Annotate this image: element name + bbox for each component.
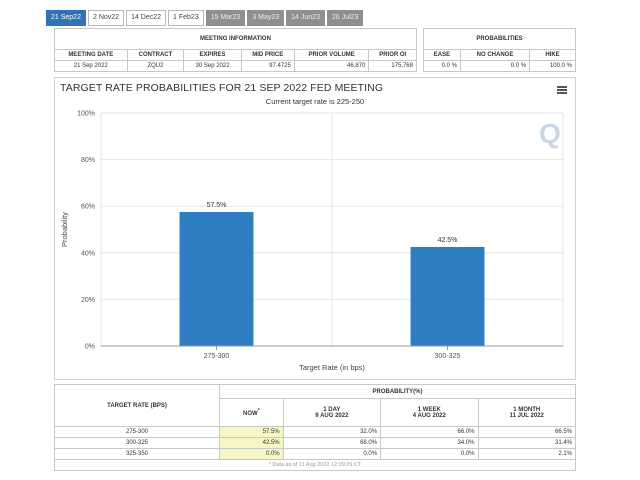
tab-5[interactable]: 3 May23 bbox=[247, 10, 285, 26]
probability-cell: 42.5% bbox=[219, 437, 284, 449]
y-tick-label: 0% bbox=[85, 344, 95, 351]
tab-0[interactable]: 21 Sep22 bbox=[46, 10, 86, 26]
prior-oi-value: 175,768 bbox=[368, 60, 417, 72]
data-label: 42.5% bbox=[438, 237, 458, 244]
bar-300-325 bbox=[410, 246, 485, 346]
table-row: 325-350 0.0% 0.0% 0.0% 2.1% bbox=[53, 448, 577, 460]
period-line1: NOW* bbox=[243, 408, 260, 417]
probability-cell: 0.0% bbox=[219, 448, 284, 460]
target-rate-header: TARGET RATE (BPS) bbox=[53, 384, 221, 427]
y-axis-label: Probability bbox=[60, 212, 69, 247]
x-tick-label: 300-325 bbox=[435, 353, 461, 360]
period-line2: 11 JUL 2022 bbox=[509, 412, 544, 419]
period-header-0: NOW* bbox=[219, 398, 284, 427]
col-contract: CONTRACT bbox=[126, 49, 185, 61]
probability-table: TARGET RATE (BPS) PROBABILITY(%) NOW* 1 D… bbox=[53, 384, 577, 471]
chart-title: TARGET RATE PROBABILITIES FOR 21 SEP 202… bbox=[60, 82, 384, 94]
meeting-info-table: MEETING INFORMATION MEETING DATE CONTRAC… bbox=[54, 28, 417, 72]
col-prior-volume: PRIOR VOLUME bbox=[293, 49, 370, 61]
bar-275-300 bbox=[179, 212, 254, 346]
y-tick-label: 20% bbox=[81, 297, 95, 304]
probability-cell: 34.0% bbox=[380, 437, 479, 449]
svg-text:Q: Q bbox=[539, 118, 561, 149]
probabilities-header: PROBABILITIES bbox=[423, 28, 576, 50]
period-line1: 1 DAY bbox=[323, 406, 341, 413]
period-line2: 4 AUG 2022 bbox=[412, 412, 446, 419]
probability-cell: 66.5% bbox=[477, 426, 577, 438]
contract-value: ZQU2 bbox=[126, 60, 185, 72]
col-prior-oi: PRIOR OI bbox=[368, 49, 417, 61]
period-line2: 9 AUG 2022 bbox=[315, 412, 349, 419]
q-logo-icon: Q bbox=[539, 118, 561, 149]
col-hike: HIKE bbox=[529, 49, 576, 61]
tab-3[interactable]: 1 Feb23 bbox=[168, 10, 204, 26]
data-footnote: * Data as of 11 Aug 2022 12:09:29 CT bbox=[54, 459, 576, 471]
hamburger-menu-icon[interactable] bbox=[557, 86, 567, 94]
probability-cell: 32.0% bbox=[282, 426, 382, 438]
x-tick-label: 275-300 bbox=[204, 353, 230, 360]
col-meeting-date: MEETING DATE bbox=[54, 49, 128, 61]
ease-value: 0.0 % bbox=[423, 60, 461, 72]
probability-cell: 31.4% bbox=[477, 437, 577, 449]
target-rate-cell: 325-350 bbox=[53, 448, 221, 460]
period-header-3: 1 MONTH 11 JUL 2022 bbox=[477, 398, 577, 427]
meeting-info-header: MEETING INFORMATION bbox=[54, 28, 417, 50]
probability-cell: 68.0% bbox=[282, 437, 382, 449]
period-header-2: 1 WEEK 4 AUG 2022 bbox=[380, 398, 479, 427]
probability-cell: 0.0% bbox=[380, 448, 479, 460]
chart-subtitle: Current target rate is 225-250 bbox=[265, 97, 365, 106]
meeting-date-value: 21 Sep 2022 bbox=[54, 60, 128, 72]
probability-header: PROBABILITY(%) bbox=[219, 384, 576, 399]
col-mid-price: MID PRICE bbox=[240, 49, 295, 61]
period-line1: 1 WEEK bbox=[417, 406, 441, 413]
period-line1: 1 MONTH bbox=[513, 406, 541, 413]
probability-table-panel: TARGET RATE (BPS) PROBABILITY(%) NOW* 1 D… bbox=[53, 384, 577, 478]
tab-4[interactable]: 15 Mar23 bbox=[205, 10, 246, 26]
y-tick-label: 80% bbox=[81, 157, 95, 164]
probabilities-table: PROBABILITIES EASE NO CHANGE HIKE 0.0 % … bbox=[423, 28, 576, 72]
probability-cell: 66.0% bbox=[380, 426, 479, 438]
table-row: 275-300 57.5% 32.0% 66.0% 66.5% bbox=[53, 426, 577, 438]
tab-2[interactable]: 14 Dec22 bbox=[126, 10, 167, 26]
period-mark: * bbox=[257, 408, 260, 414]
tab-7[interactable]: 26 Jul23 bbox=[326, 10, 364, 26]
bar-chart: 0% 20% 40% 60% 80% 100% 57.5% 275-300 42.5% 300-3… bbox=[60, 111, 564, 372]
col-no-change: NO CHANGE bbox=[459, 49, 531, 61]
table-row: 300-325 42.5% 68.0% 34.0% 31.4% bbox=[53, 437, 577, 449]
probability-cell: 0.0% bbox=[282, 448, 382, 460]
col-expires: EXPIRES bbox=[183, 49, 242, 61]
tab-6[interactable]: 14 Jun23 bbox=[286, 10, 325, 26]
expires-value: 30 Sep 2022 bbox=[183, 60, 242, 72]
info-bar: MEETING INFORMATION MEETING DATE CONTRAC… bbox=[54, 28, 576, 74]
target-rate-cell: 300-325 bbox=[53, 437, 221, 449]
target-rate-cell: 275-300 bbox=[53, 426, 221, 438]
probability-cell: 57.5% bbox=[219, 426, 284, 438]
tab-1[interactable]: 2 Nov22 bbox=[87, 10, 125, 26]
y-tick-label: 40% bbox=[81, 250, 95, 257]
y-tick-label: 100% bbox=[77, 111, 95, 118]
no-change-value: 0.0 % bbox=[459, 60, 531, 72]
chart-panel: 0% 20% 40% 60% 80% 100% 57.5% 275-300 42.5% 300-3… bbox=[54, 77, 576, 380]
prior-volume-value: 46,870 bbox=[293, 60, 370, 72]
y-tick-label: 60% bbox=[81, 204, 95, 211]
hike-value: 100.0 % bbox=[529, 60, 576, 72]
meeting-tabs: 21 Sep22 2 Nov22 14 Dec22 1 Feb23 15 Mar23 3 … bbox=[46, 10, 364, 26]
x-axis-label: Target Rate (in bps) bbox=[299, 363, 365, 372]
col-ease: EASE bbox=[423, 49, 461, 61]
mid-price-value: 97.4725 bbox=[240, 60, 295, 72]
data-label: 57.5% bbox=[207, 202, 227, 209]
period-header-1: 1 DAY 9 AUG 2022 bbox=[282, 398, 382, 427]
probability-cell: 2.1% bbox=[477, 448, 577, 460]
